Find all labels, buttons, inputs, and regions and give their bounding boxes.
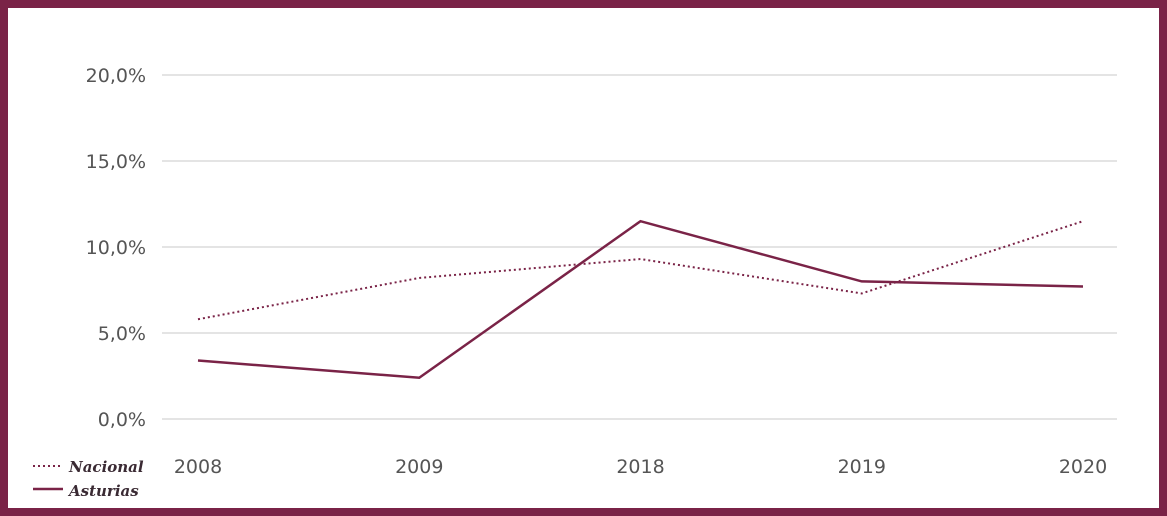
legend-label-asturias: Asturias bbox=[67, 482, 139, 500]
y-tick-label: 0,0% bbox=[98, 409, 146, 431]
x-tick-label: 2009 bbox=[395, 456, 443, 478]
y-tick-label: 5,0% bbox=[98, 323, 146, 345]
y-axis-ticks: 0,0% 5,0% 10,0% 15,0% 20,0% bbox=[86, 65, 146, 431]
x-axis-ticks: 2008 2009 2018 2019 2020 bbox=[174, 456, 1107, 478]
x-tick-label: 2019 bbox=[838, 456, 886, 478]
gridlines bbox=[162, 74, 1117, 420]
top-border-strip bbox=[0, 0, 1167, 8]
legend-label-nacional: Nacional bbox=[68, 458, 144, 476]
series-line-nacional bbox=[197, 220, 1084, 321]
y-tick-label: 10,0% bbox=[86, 237, 146, 259]
y-tick-label: 15,0% bbox=[86, 151, 146, 173]
series-lines bbox=[197, 219, 1084, 380]
x-tick-label: 2018 bbox=[616, 456, 664, 478]
x-tick-label: 2008 bbox=[174, 456, 222, 478]
y-tick-label: 20,0% bbox=[86, 65, 146, 87]
legend: Nacional Asturias bbox=[33, 458, 144, 500]
chart-panel bbox=[8, 8, 1159, 508]
series-line-asturias bbox=[197, 219, 1084, 380]
x-tick-label: 2020 bbox=[1059, 456, 1107, 478]
